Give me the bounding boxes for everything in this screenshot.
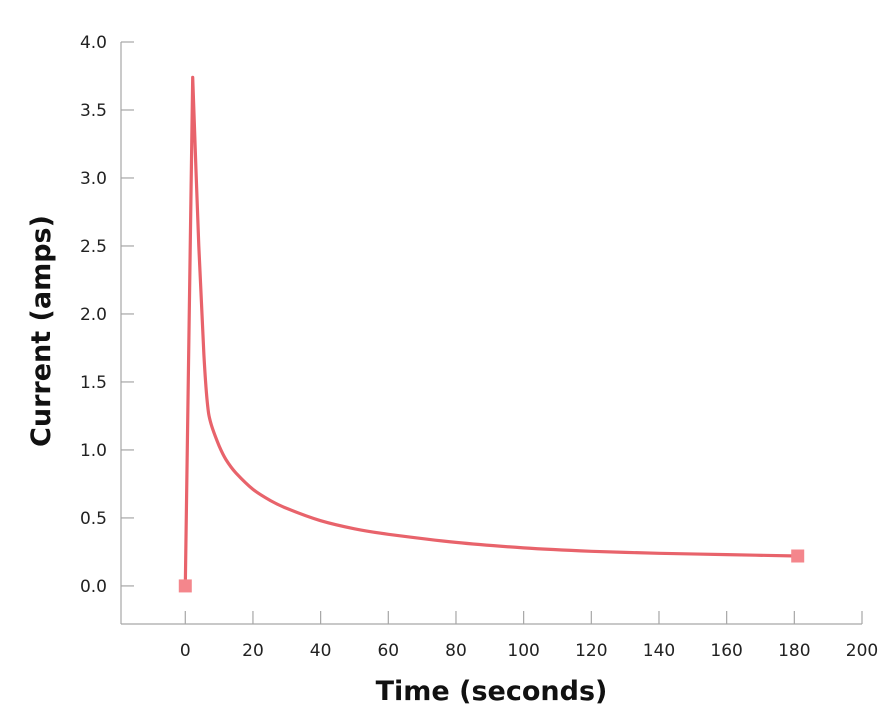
x-tick-label: 140 xyxy=(643,641,675,661)
y-tick-label: 2.5 xyxy=(80,237,107,257)
x-tick-label: 160 xyxy=(710,641,742,661)
x-tick-label: 100 xyxy=(507,641,539,661)
x-ticks: 0 20 40 60 80 100 120 140 160 180 200 xyxy=(180,611,878,661)
axes xyxy=(120,42,862,625)
y-tick-label: 3.0 xyxy=(80,169,107,189)
x-tick-label: 40 xyxy=(310,641,332,661)
x-tick-label: 200 xyxy=(846,641,878,661)
y-tick-label: 2.0 xyxy=(80,305,107,325)
y-tick-label: 3.5 xyxy=(80,101,107,121)
y-tick-label: 4.0 xyxy=(80,33,107,53)
current-series-line xyxy=(183,75,800,588)
x-axis-title: Time (seconds) xyxy=(376,676,608,707)
x-tick-label: 60 xyxy=(377,641,399,661)
x-tick-label: 180 xyxy=(778,641,810,661)
x-tick-label: 20 xyxy=(242,641,264,661)
x-tick-label: 120 xyxy=(575,641,607,661)
y-tick-label: 0.0 xyxy=(80,577,107,597)
endpoint-marker xyxy=(178,579,192,593)
marker-layer xyxy=(178,549,805,593)
y-axis-title: Current (amps) xyxy=(26,215,57,447)
x-tick-label: 0 xyxy=(180,641,191,661)
x-tick-label: 80 xyxy=(445,641,467,661)
y-ticks: 0.0 0.5 1.0 1.5 2.0 2.5 3.0 3.5 4.0 xyxy=(80,33,134,597)
y-tick-label: 0.5 xyxy=(80,509,107,529)
y-tick-label: 1.5 xyxy=(80,373,107,393)
series-layer xyxy=(183,75,800,588)
y-tick-label: 1.0 xyxy=(80,441,107,461)
endpoint-marker xyxy=(791,549,805,563)
